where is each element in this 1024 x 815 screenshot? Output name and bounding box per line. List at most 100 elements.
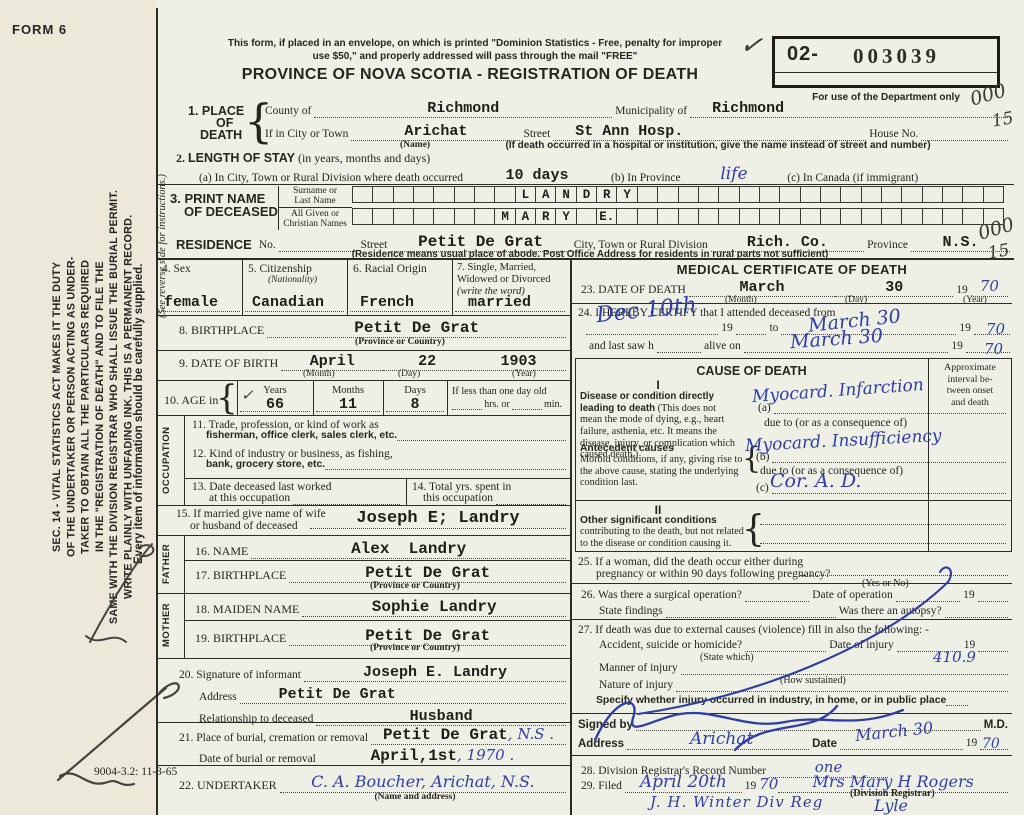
certify-to-field [781, 334, 957, 336]
state-findings-field [665, 617, 836, 619]
burial-place-label: 21. Place of burial, cremation or remova… [179, 731, 369, 744]
alive-on-field [743, 352, 949, 354]
signed-year-field [980, 749, 1009, 751]
death-date-19: 19 [956, 283, 968, 296]
specify-injury-label: Specify whether injury occurred in indus… [596, 695, 947, 706]
disease-description-rest: (This does not mean the mode of dying, e… [580, 402, 735, 461]
item25-line2: pregnancy or within 90 days following pr… [596, 568, 831, 580]
street-field: St Ann Hosp. [553, 123, 867, 141]
antecedent-description: Morbid conditions, if any, giving rise t… [580, 454, 743, 489]
surname-sublabel-2: Last Name [294, 196, 336, 207]
text-line: and death [951, 396, 989, 408]
county-label: County of [265, 104, 312, 117]
item11-line2: fisherman, office clerk, sales clerk, et… [206, 430, 398, 441]
racial-origin-value: French [360, 294, 415, 311]
mother-birthplace-value: Petit De Grat [365, 627, 491, 645]
dob-month-field: April [281, 353, 384, 371]
given-sublabel-1: All Given or [290, 209, 340, 219]
letter-cell [617, 209, 638, 224]
filed-label: 29. Filed [581, 779, 622, 792]
letter-cell: A [536, 187, 557, 202]
ink-scribble [85, 543, 155, 643]
stay-b-field: life [683, 164, 785, 185]
other-line2 [760, 543, 1006, 544]
stay-a-field: 10 days [465, 167, 608, 185]
specify-injury-field [946, 705, 968, 706]
residence-no-field [278, 250, 358, 252]
item14-line1: 14. Total yrs. spent in [412, 481, 512, 493]
md-label: M.D. [983, 719, 1008, 731]
item2-title: 2. LENGTH OF STAY (in years, months and … [176, 151, 430, 166]
letter-cell [841, 209, 862, 224]
checkmark-age: ✓ [241, 386, 254, 404]
father-name-value: Alex Landry [351, 540, 467, 558]
item2-heading: LENGTH OF STAY [188, 151, 295, 165]
letter-cell [801, 209, 821, 224]
cause-c-label: (c) [756, 482, 769, 494]
residence-label: RESIDENCE [176, 236, 252, 252]
item15-line1: 15. If married give name of wife [176, 508, 326, 520]
dept-box-caption: For use of the Department only [812, 92, 960, 103]
letter-cell [495, 187, 516, 202]
nature-injury-field [676, 691, 1008, 693]
letter-cell [414, 209, 435, 224]
cause-a-line [774, 413, 1006, 414]
given-sublabel: All Given or Christian Names [277, 209, 353, 230]
brace: { [742, 441, 762, 476]
rule [452, 258, 454, 315]
injury-year-field [978, 651, 1008, 653]
father-name-field: Alex Landry [251, 541, 566, 559]
mailing-notice-line2: use $50," and properly addressed will pa… [312, 50, 638, 62]
letter-cell [801, 187, 821, 202]
informant-address-label: Address [199, 690, 237, 703]
undertaker-field: C. A. Boucher, Arichat, N.S. [279, 772, 566, 793]
rule [156, 593, 570, 595]
letter-cell [679, 209, 699, 224]
marital-label-3: (write the word) [457, 286, 525, 298]
letter-cell [984, 187, 1003, 202]
hw-alive-year: 70 [984, 340, 1004, 358]
letter-cell [719, 187, 740, 202]
text-line: SEC. 14 - VITAL STATISTICS ACT MAKES IT … [51, 261, 63, 553]
age-years-label: Years [263, 385, 287, 396]
due-to-2: due to (or as a consequence of) [760, 465, 904, 477]
letter-cell [638, 209, 659, 224]
manner-injury-label: Manner of injury [599, 662, 678, 674]
letter-cell [740, 209, 760, 224]
surgical-op-label: 26. Was there a surgical operation? [581, 589, 742, 601]
rule [156, 258, 1014, 261]
item14-field [495, 504, 566, 506]
rule [156, 658, 570, 660]
death-year-caption: (Year) [963, 295, 987, 305]
op-19: 19 [963, 589, 975, 601]
rule [570, 755, 1012, 757]
cause-b-line [772, 462, 1006, 463]
stay-b-value-hw: life [720, 164, 748, 184]
mailing-notice-line1: This form, if placed in an envelope, on … [227, 38, 723, 49]
rule [156, 350, 570, 352]
rule [575, 500, 1012, 501]
rule [156, 535, 570, 537]
rule [570, 619, 1012, 621]
dob-month: April [309, 353, 355, 370]
birthplace-value: Petit De Grat [354, 319, 480, 337]
last-saw-field1 [656, 352, 701, 354]
letter-cell [821, 209, 842, 224]
injury-19: 19 [963, 639, 976, 651]
form-left-border [156, 8, 158, 815]
death-date-day: 30 [885, 279, 904, 296]
letter-cell: Y [617, 187, 638, 202]
rule [184, 560, 570, 562]
item12-line2: bank, grocery store, etc. [206, 459, 326, 470]
letter-cell [638, 187, 659, 202]
death-date-month-field: March [688, 279, 836, 297]
rule [156, 415, 570, 417]
age-hrs-label: hrs. or [484, 399, 510, 410]
letter-cell [373, 209, 394, 224]
other-conditions-description: contributing to the death, but not relat… [580, 526, 744, 549]
accident-field [745, 651, 827, 653]
certify-19a-field [735, 334, 767, 336]
burial-date-hw: , 1970 . [457, 746, 515, 764]
undertaker-value-hw: C. A. Boucher, Arichat, N.S. [311, 772, 535, 791]
